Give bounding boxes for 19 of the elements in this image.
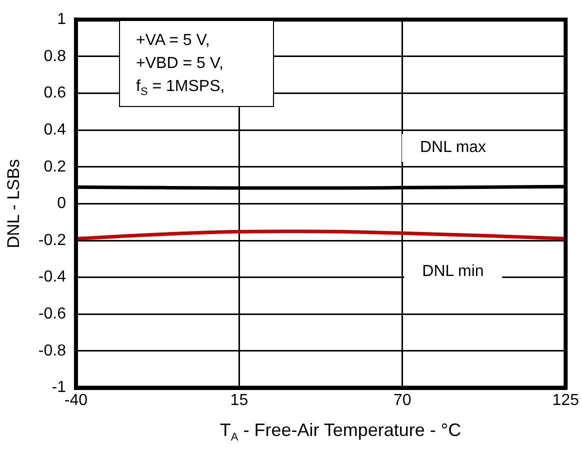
- x-axis-title: T$_{A}$ - Free-Air Temperature - °C: [218, 420, 462, 444]
- x-tick-label: -40: [64, 392, 88, 409]
- y-tick-label: -0.8: [38, 342, 66, 360]
- y-axis-title: DNL - LSBs: [4, 159, 23, 248]
- y-tick-label: -0.2: [38, 232, 66, 249]
- y-tick-label: 0: [57, 195, 66, 212]
- y-tick-label: 0.2: [44, 158, 66, 176]
- y-tick-label: 0.4: [44, 121, 66, 138]
- y-tick-label: -0.4: [38, 268, 66, 286]
- y-tick-label: -0.6: [38, 306, 66, 323]
- x-tick-label: 70: [394, 392, 412, 409]
- x-tick-label: 15: [230, 392, 248, 409]
- y-tick-label: 0.6: [44, 84, 66, 102]
- x-tick-label: 125: [552, 392, 580, 409]
- y-tick-label: 0.8: [44, 48, 66, 65]
- y-tick-label: 1: [57, 11, 66, 28]
- line-series: [76, 230, 566, 240]
- note-box: +VA = 5 V, +VBD = 5 V, f$_{S}$ = 1MSPS,: [119, 20, 274, 108]
- y-tick-label: -1: [52, 379, 66, 396]
